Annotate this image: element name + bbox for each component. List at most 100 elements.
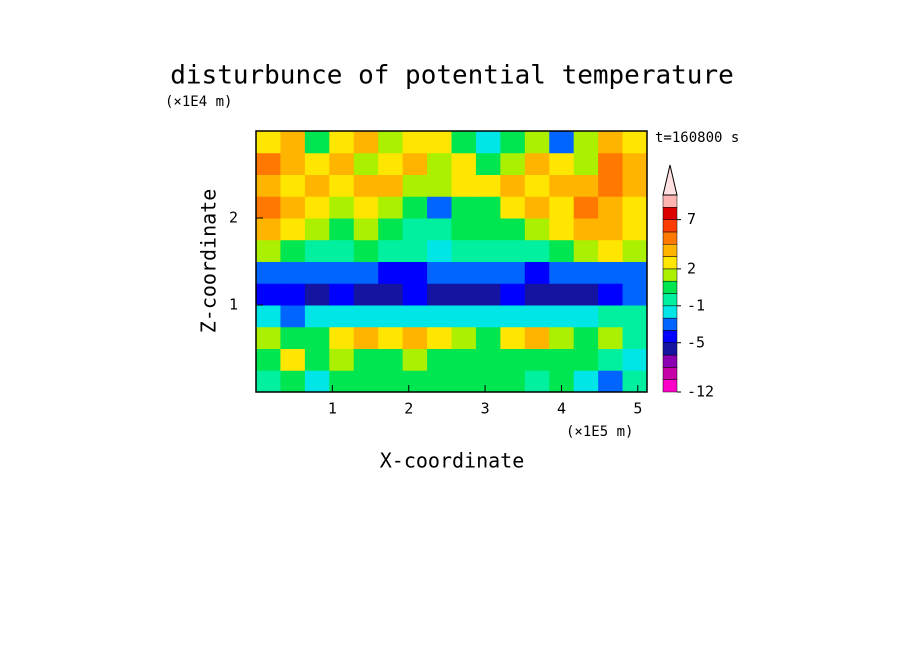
field-cell: [598, 131, 624, 154]
field-cell: [353, 370, 379, 393]
field-cell: [427, 370, 452, 393]
field-cell: [427, 174, 452, 197]
field-cell: [353, 239, 379, 262]
field-cell: [622, 261, 648, 284]
field-cell: [451, 283, 477, 306]
field-cell: [549, 196, 575, 219]
field-cell: [475, 131, 501, 154]
field-cell: [402, 348, 428, 371]
field-cell: [329, 174, 355, 197]
colorbar-box: [662, 207, 678, 220]
field-cell: [573, 261, 599, 284]
y-axis-label: Z-coordinate: [197, 189, 221, 334]
colorbar-label: -5: [687, 333, 705, 351]
field-cell: [475, 283, 501, 306]
field-cell: [378, 239, 404, 262]
field-cell: [524, 305, 550, 328]
field-cell: [451, 305, 477, 328]
field-cell: [280, 174, 306, 197]
colorbar-label: 7: [687, 210, 696, 228]
field-cell: [500, 261, 526, 284]
field-cell: [500, 326, 526, 349]
field-cell: [622, 370, 648, 393]
field-cell: [475, 305, 501, 328]
field-cell: [451, 348, 477, 371]
field-cell: [280, 261, 306, 284]
colorbar-box: [662, 379, 678, 393]
field-cell: [598, 326, 624, 349]
field-cell: [378, 174, 404, 197]
field-cell: [378, 152, 404, 175]
colorbar-box: [662, 342, 678, 356]
field-cell: [427, 305, 452, 328]
field-cell: [598, 152, 624, 175]
field-cell: [280, 218, 306, 241]
x-unit: (×1E5 m): [566, 424, 633, 440]
field-cell: [549, 370, 575, 393]
field-cell: [280, 152, 306, 175]
y-tick-label: 1: [229, 296, 238, 314]
field-cell: [622, 218, 648, 241]
field-cell: [475, 218, 501, 241]
field-cell: [573, 283, 599, 306]
field-cell: [598, 174, 624, 197]
field-cell: [500, 174, 526, 197]
field-cell: [451, 326, 477, 349]
field-cell: [622, 283, 648, 306]
field-cell: [256, 152, 281, 175]
field-cell: [549, 239, 575, 262]
field-cell: [573, 196, 599, 219]
field-cell: [353, 305, 379, 328]
time-annotation: t=160800 s: [655, 130, 739, 146]
field-cell: [500, 131, 526, 154]
field-cell: [280, 196, 306, 219]
field-cell: [475, 348, 501, 371]
field-cell: [304, 348, 330, 371]
field-cell: [598, 196, 624, 219]
field-cell: [573, 152, 599, 175]
field-cell: [549, 305, 575, 328]
field-cell: [598, 348, 624, 371]
field-cell: [622, 196, 648, 219]
field-cell: [329, 218, 355, 241]
field-cell: [524, 196, 550, 219]
field-cell: [622, 326, 648, 349]
field-cell: [304, 326, 330, 349]
field-cell: [598, 283, 624, 306]
field-cell: [573, 131, 599, 154]
field-cell: [549, 326, 575, 349]
field-cell: [524, 348, 550, 371]
chart-title: disturbunce of potential temperature: [170, 61, 734, 91]
field-cell: [451, 261, 477, 284]
field-cell: [329, 196, 355, 219]
field-cell: [329, 370, 355, 393]
field-cell: [598, 218, 624, 241]
field-cell: [378, 326, 404, 349]
field-cell: [256, 261, 281, 284]
colorbar-box: [662, 367, 678, 380]
field-cell: [451, 152, 477, 175]
colorbar-box: [662, 231, 678, 245]
field-cell: [353, 196, 379, 219]
field-cell: [329, 239, 355, 262]
field-cell: [622, 174, 648, 197]
field-cell: [304, 196, 330, 219]
colorbar-box: [662, 305, 678, 319]
field-cell: [451, 218, 477, 241]
field-cell: [329, 131, 355, 154]
field-cell: [353, 131, 379, 154]
field-cell: [280, 370, 306, 393]
x-tick-label: 4: [557, 400, 566, 418]
field-cell: [329, 261, 355, 284]
field-cell: [329, 305, 355, 328]
field-cell: [256, 305, 281, 328]
field-cell: [402, 305, 428, 328]
colorbar-box: [662, 256, 678, 270]
field-cell: [378, 196, 404, 219]
field-cell: [402, 370, 428, 393]
field-cell: [304, 131, 330, 154]
field-cell: [451, 174, 477, 197]
field-cell: [500, 305, 526, 328]
field-cell: [402, 283, 428, 306]
field-cell: [378, 131, 404, 154]
